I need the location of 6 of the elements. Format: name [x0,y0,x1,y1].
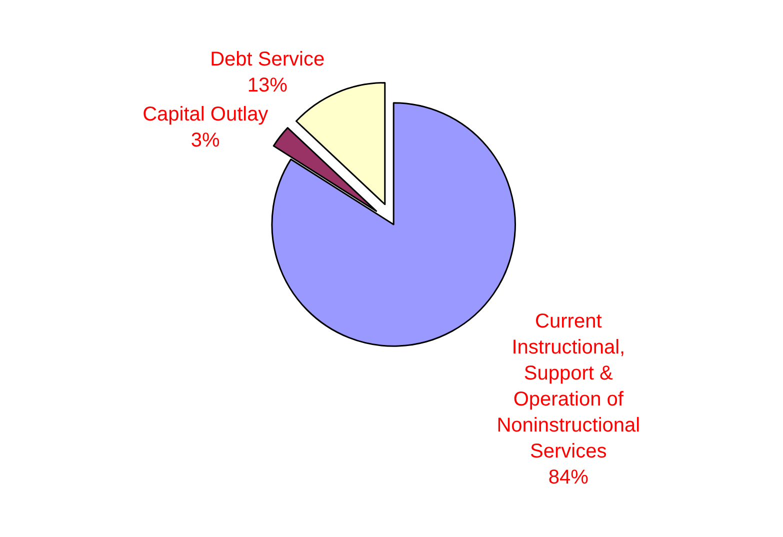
slice-label: Debt Service [210,48,325,71]
data-label: 84% [548,466,589,488]
data-label: 3% [190,130,220,152]
slice-label: Capital Outlay [142,104,268,126]
slice-label: Current Instructional, Support & Operation of Noninstructional Services [496,310,640,462]
data-label: 13% [247,74,288,97]
